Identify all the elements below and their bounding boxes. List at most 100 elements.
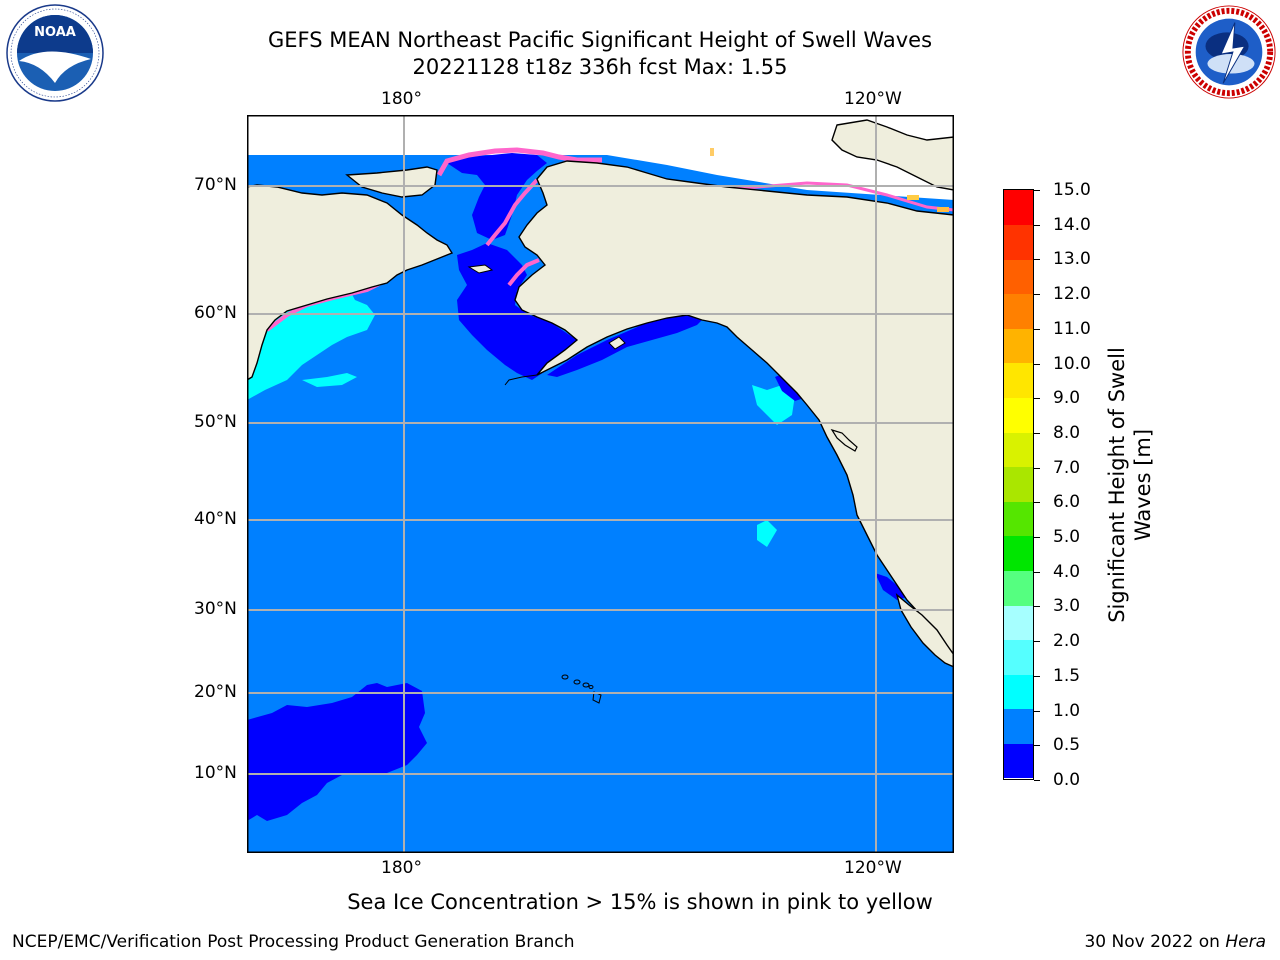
colorbar-tick-label: 3.0 — [1053, 596, 1081, 617]
colorbar-tick — [1034, 780, 1040, 781]
lat-label-70n: 70°N — [194, 175, 237, 195]
colorbar-tick-label: 12.0 — [1053, 284, 1091, 305]
nws-logo — [1182, 5, 1276, 99]
sea-ice-bering2 — [507, 258, 540, 287]
gridlines — [247, 115, 954, 853]
colorbar-tick — [1034, 710, 1040, 712]
colorbar-segment — [1004, 190, 1033, 226]
colorbar-segment — [1004, 535, 1033, 571]
colorbar-segment — [1004, 328, 1033, 364]
colorbar-segment — [1004, 224, 1033, 260]
swell-low-ca — [875, 573, 907, 600]
colorbar-tick — [1034, 398, 1040, 400]
land-siberia — [246, 184, 454, 382]
map-canvas — [246, 115, 955, 853]
lon-label-top-180: 180° — [381, 89, 422, 109]
colorbar-title-line2: Waves [m] — [1131, 428, 1155, 542]
colorbar-tick-label: 9.0 — [1053, 388, 1081, 409]
colorbar-segment — [1004, 362, 1033, 399]
colorbar-segment — [1004, 570, 1033, 606]
colorbar-tick — [1034, 606, 1040, 608]
colorbar-segment — [1004, 708, 1033, 744]
colorbar-tick — [1034, 259, 1040, 261]
colorbar-segment — [1004, 674, 1033, 710]
land-alaska-canada — [514, 160, 955, 662]
lat-label-20n: 20°N — [194, 682, 237, 702]
credit-line: NCEP/EMC/Verification Post Processing Pr… — [12, 932, 575, 952]
colorbar-tick-label: 1.5 — [1053, 665, 1081, 686]
map-frame — [247, 115, 954, 853]
map-title: GEFS MEAN Northeast Pacific Significant … — [267, 28, 933, 52]
sea-ice-bering — [485, 178, 539, 247]
colorbar-segment — [1004, 605, 1033, 641]
swell-low-chukchi — [447, 153, 547, 240]
colorbar-tick-label: 13.0 — [1053, 249, 1091, 270]
colorbar-segment — [1004, 397, 1033, 433]
colorbar-tick — [1034, 224, 1040, 226]
svg-text:NOAA: NOAA — [34, 25, 76, 40]
colorbar-title-line1: Significant Height of Swell — [1105, 347, 1129, 623]
lon-label-top-120w: 120°W — [844, 89, 902, 109]
colorbar — [1003, 189, 1034, 780]
colorbar-tick — [1034, 641, 1040, 643]
colorbar-title: Significant Height of Swell Waves [m] — [1104, 347, 1156, 623]
lat-label-50n: 50°N — [194, 412, 237, 432]
swell-1m-ne — [752, 385, 795, 425]
date-line: 30 Nov 2022 on Hera — [1084, 932, 1266, 952]
colorbar-segment — [1004, 639, 1033, 675]
swell-1m-ne2 — [757, 520, 777, 547]
colorbar-segment — [1004, 259, 1033, 295]
colorbar-tick — [1034, 467, 1040, 469]
lat-label-10n: 10°N — [194, 763, 237, 783]
swell-low-gulf — [547, 313, 707, 377]
noaa-logo: NOAA — [6, 4, 104, 102]
sea-ice-chukchi — [436, 147, 602, 177]
lat-label-30n: 30°N — [194, 599, 237, 619]
colorbar-segment — [1004, 501, 1033, 537]
sea-ice-footnote: Sea Ice Concentration > 15% is shown in … — [347, 890, 933, 914]
lon-label-bottom-180: 180° — [381, 858, 422, 878]
colorbar-segment — [1004, 432, 1033, 468]
colorbar-tick — [1034, 328, 1040, 330]
colorbar-tick — [1034, 571, 1040, 573]
swell-1m-west2 — [302, 373, 357, 387]
arctic-no-data — [247, 115, 954, 200]
colorbar-tick-label: 1.0 — [1053, 700, 1081, 721]
colorbar-tick-label: 15.0 — [1053, 180, 1091, 200]
colorbar-tick-label: 2.0 — [1053, 631, 1081, 652]
colorbar-tick — [1034, 294, 1040, 296]
map-subtitle: 20221128 t18z 336h fcst Max: 1.55 — [412, 55, 788, 79]
colorbar-tick — [1034, 745, 1040, 747]
colorbar-tick-label: 7.0 — [1053, 457, 1081, 478]
colorbar-tick-label: 0.5 — [1053, 735, 1081, 756]
lat-label-40n: 40°N — [194, 509, 237, 529]
swell-low-bering — [457, 243, 577, 380]
colorbar-tick-label: 11.0 — [1053, 318, 1091, 339]
colorbar-tick-label: 5.0 — [1053, 527, 1081, 548]
colorbar-tick — [1034, 675, 1040, 677]
lon-label-bottom-120w: 120°W — [844, 858, 902, 878]
date-host: Hera — [1225, 932, 1266, 952]
sea-ice-speck3 — [937, 207, 949, 212]
colorbar-tick-label: 0.0 — [1053, 770, 1081, 790]
land-st-lawrence — [467, 264, 494, 274]
swell-low-sw — [247, 683, 427, 821]
colorbar-segment — [1004, 293, 1033, 329]
lat-label-60n: 60°N — [194, 303, 237, 323]
colorbar-tick-label: 4.0 — [1053, 561, 1081, 582]
colorbar-segment — [1004, 743, 1033, 779]
colorbar-tick — [1034, 537, 1040, 539]
colorbar-tick — [1034, 190, 1040, 191]
colorbar-tick-label: 14.0 — [1053, 214, 1091, 235]
colorbar-tick-label: 6.0 — [1053, 492, 1081, 513]
map-panel — [246, 115, 955, 853]
sea-ice-speck2 — [907, 195, 919, 200]
land-aleutians — [504, 374, 538, 386]
land-kodiak — [608, 336, 626, 350]
colorbar-tick-label: 10.0 — [1053, 353, 1091, 374]
date-text: 30 Nov 2022 on — [1084, 932, 1226, 952]
colorbar-tick — [1034, 432, 1040, 434]
colorbar-tick — [1034, 363, 1040, 365]
colorbar-tick-label: 8.0 — [1053, 422, 1081, 443]
sea-ice-speck — [710, 148, 714, 156]
